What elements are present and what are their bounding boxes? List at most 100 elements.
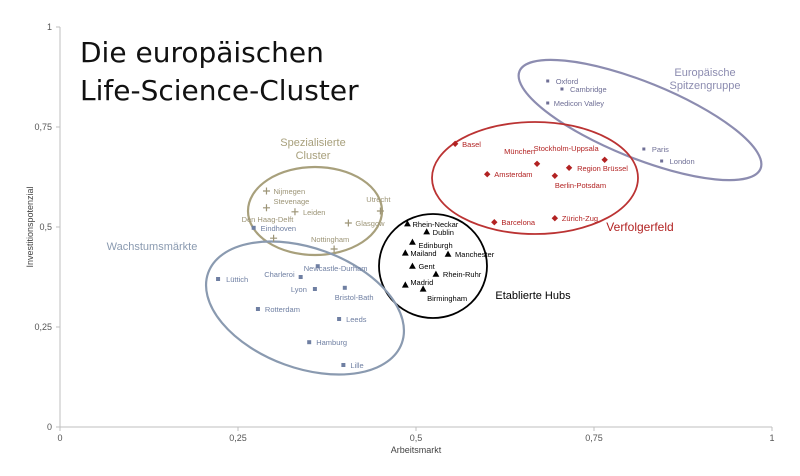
point-label-oxford: Oxford xyxy=(556,77,579,86)
point-stevenage xyxy=(262,204,270,212)
point-rotterdam xyxy=(255,307,260,311)
point-label-cambridge: Cambridge xyxy=(570,85,607,94)
point-label-dublin: Dublin xyxy=(433,228,454,237)
point-newcastle-durham xyxy=(315,264,320,269)
point-lyon xyxy=(312,287,317,291)
point-label-hamburg: Hamburg xyxy=(316,338,347,347)
point-zuerich-zug xyxy=(551,215,559,222)
point-label-luettich: Lüttich xyxy=(226,275,248,284)
point-eindhoven xyxy=(251,225,256,230)
point-label-london: London xyxy=(670,157,695,166)
point-label-muenchen: München xyxy=(504,147,535,156)
cluster-outline-europaeische-spitzengruppe xyxy=(517,58,763,182)
point-label-manchester: Manchester xyxy=(455,250,495,259)
y-axis-label: Investitionspotenzial xyxy=(25,186,35,267)
point-muenchen xyxy=(533,160,541,167)
x-axis-label: Arbeitsmarkt xyxy=(391,445,442,455)
point-amsterdam xyxy=(484,171,491,178)
point-region-bruessel xyxy=(565,164,573,171)
point-dublin xyxy=(423,228,431,235)
point-lille xyxy=(341,363,346,367)
y-tick-label: 0,75 xyxy=(34,122,52,132)
point-label-eindhoven: Eindhoven xyxy=(261,224,296,233)
point-leeds xyxy=(337,317,342,321)
x-tick-label: 0 xyxy=(57,433,62,443)
group-label-europaeische-spitzengruppe: Europäische xyxy=(674,67,735,79)
point-label-stockholm-uppsala: Stockholm-Uppsala xyxy=(534,144,600,153)
point-label-rhein-ruhr: Rhein-Ruhr xyxy=(443,270,482,279)
group-label-europaeische-spitzengruppe: Spitzengruppe xyxy=(670,80,741,92)
group-label-spezialisierte-cluster: Spezialisierte xyxy=(280,137,345,149)
point-luettich xyxy=(216,277,221,281)
point-label-barcelona: Barcelona xyxy=(501,218,536,227)
point-label-paris: Paris xyxy=(652,145,669,154)
point-bristol-bath xyxy=(342,285,347,290)
point-medicon-valley xyxy=(546,101,550,105)
point-leiden xyxy=(291,208,299,216)
chart-title-line-1: Die europäischen xyxy=(80,36,324,69)
point-label-madrid: Madrid xyxy=(410,278,433,287)
point-label-rotterdam: Rotterdam xyxy=(265,305,300,314)
point-label-glasgow: Glasgow xyxy=(355,219,385,228)
point-label-lille: Lille xyxy=(350,361,363,370)
point-label-stevenage: Stevenage xyxy=(273,197,309,206)
point-barcelona xyxy=(491,219,498,226)
point-nottingham xyxy=(330,245,338,253)
point-label-bristol-bath: Bristol-Bath xyxy=(335,293,374,302)
y-tick-label: 0 xyxy=(47,422,52,432)
x-tick-label: 0,25 xyxy=(229,433,247,443)
x-tick-label: 1 xyxy=(769,433,774,443)
point-basel xyxy=(451,140,459,147)
y-tick-label: 0,25 xyxy=(34,322,52,332)
x-tick-label: 0,75 xyxy=(585,433,603,443)
point-glasgow xyxy=(344,219,352,227)
cluster-outline-wachstumsmaerkte xyxy=(204,240,406,376)
point-label-utrecht: Utrecht xyxy=(366,195,391,204)
point-oxford xyxy=(546,79,550,83)
cluster-outline-etablierte-hubs xyxy=(378,213,488,319)
point-rhein-neckar xyxy=(404,220,411,227)
point-label-mailand: Mailand xyxy=(410,249,436,258)
point-label-rhein-neckar: Rhein-Neckar xyxy=(412,220,458,229)
chart-axes: 0 0,25 0,5 0,75 1 0 0,25 0,5 0,75 1 Arbeitsmarkt In… xyxy=(25,22,775,455)
point-label-gent: Gent xyxy=(418,262,435,271)
point-charleroi xyxy=(298,275,303,279)
point-utrecht xyxy=(376,207,384,215)
point-label-berlin-potsdam: Berlin-Potsdam xyxy=(555,181,606,190)
group-label-spezialisierte-cluster: Cluster xyxy=(296,150,331,162)
group-label-wachstumsmaerkte: Wachstumsmärkte xyxy=(107,241,198,253)
chart-title-line-2: Life-Science-Cluster xyxy=(80,74,359,107)
point-label-nottingham: Nottingham xyxy=(311,235,349,244)
point-label-newcastle-durham: Newcastle-Durham xyxy=(304,264,368,273)
point-edinburgh xyxy=(409,238,416,245)
point-label-leiden: Leiden xyxy=(303,208,326,217)
point-paris xyxy=(642,147,646,151)
point-label-region-bruessel: Region Brüssel xyxy=(577,164,628,173)
point-cambridge xyxy=(560,87,564,91)
point-madrid xyxy=(401,281,409,288)
point-london xyxy=(660,159,664,163)
point-label-edinburgh: Edinburgh xyxy=(418,241,452,250)
point-hamburg xyxy=(307,340,312,345)
point-stockholm-uppsala xyxy=(601,156,608,163)
point-rhein-ruhr xyxy=(432,270,440,277)
cluster-outline-verfolgerfeld xyxy=(431,121,639,235)
point-berlin-potsdam xyxy=(551,172,559,179)
point-label-leeds: Leeds xyxy=(346,315,367,324)
group-label-verfolgerfeld: Verfolgerfeld xyxy=(606,220,673,234)
cluster-outlines xyxy=(204,58,763,376)
y-tick-label: 1 xyxy=(47,22,52,32)
point-gent xyxy=(409,262,416,269)
y-tick-label: 0,5 xyxy=(39,222,52,232)
point-label-lyon: Lyon xyxy=(291,285,307,294)
point-label-medicon-valley: Medicon Valley xyxy=(554,99,605,108)
point-label-amsterdam: Amsterdam xyxy=(494,170,532,179)
point-birmingham xyxy=(419,285,427,292)
group-label-etablierte-hubs: Etablierte Hubs xyxy=(495,290,571,302)
point-label-basel: Basel xyxy=(462,140,481,149)
point-label-den-haag-delft: Den Haag-Delft xyxy=(242,215,295,224)
x-tick-label: 0,5 xyxy=(410,433,423,443)
